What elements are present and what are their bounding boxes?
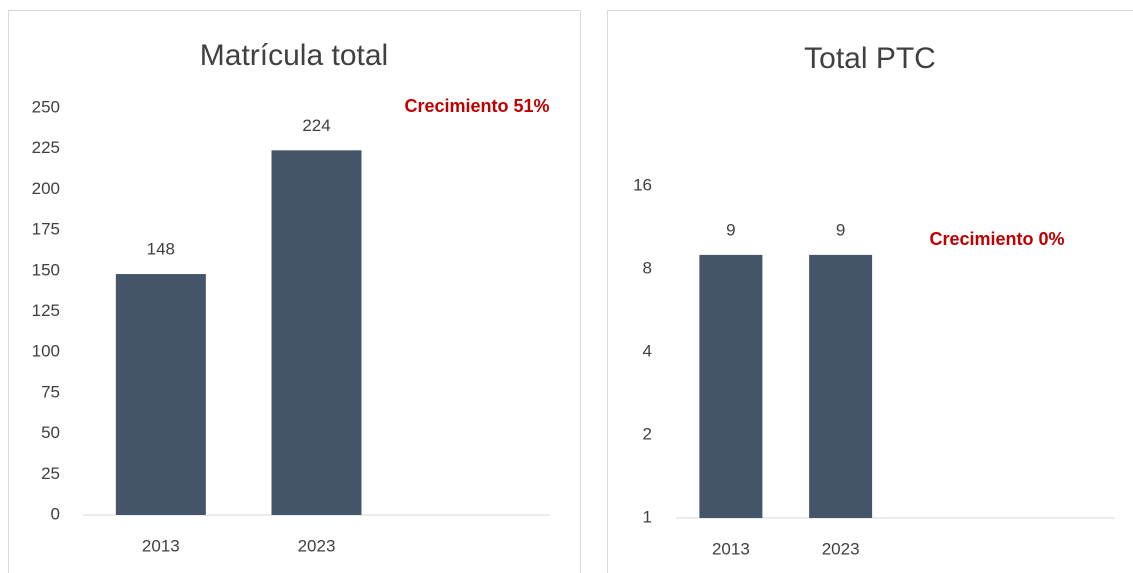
x-tick-label: 2013 (712, 539, 750, 558)
x-tick-label: 2013 (142, 536, 180, 555)
annotation: Crecimiento 51% (404, 96, 549, 116)
x-tick-label: 2023 (298, 536, 336, 555)
data-label: 9 (726, 220, 735, 239)
x-tick-label: 2023 (822, 539, 860, 558)
y-tick-label: 250 (32, 97, 60, 116)
y-tick-label: 50 (41, 423, 60, 442)
bar (809, 254, 873, 518)
y-tick-label: 0 (51, 504, 60, 523)
y-tick-label: 175 (32, 220, 60, 239)
panel-border (607, 10, 1133, 573)
panel-border (8, 10, 581, 573)
y-tick-label: 25 (41, 464, 60, 483)
bar (699, 254, 763, 518)
data-label: 224 (302, 116, 330, 135)
y-tick-label: 2 (643, 424, 652, 443)
bar (271, 150, 362, 515)
data-label: 148 (147, 240, 175, 259)
y-tick-label: 4 (643, 341, 652, 360)
y-tick-label: 1 (643, 507, 652, 526)
annotation: Crecimiento 0% (929, 229, 1064, 249)
data-label: 9 (836, 220, 845, 239)
y-tick-label: 200 (32, 179, 60, 198)
y-tick-label: 225 (32, 138, 60, 157)
y-tick-label: 150 (32, 260, 60, 279)
y-tick-label: 100 (32, 342, 60, 361)
chart-title: Total PTC (804, 42, 936, 75)
y-tick-label: 125 (32, 301, 60, 320)
y-tick-label: 75 (41, 382, 60, 401)
chart-title: Matrícula total (200, 39, 388, 72)
bar (115, 274, 206, 515)
y-tick-label: 8 (643, 258, 652, 277)
y-tick-label: 16 (633, 175, 652, 194)
